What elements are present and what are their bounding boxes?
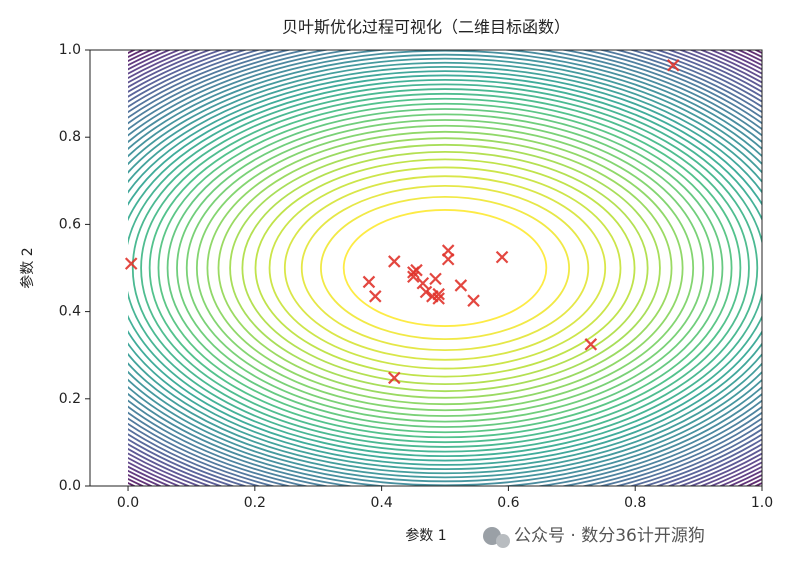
x-tick-label: 0.8 [624, 495, 646, 511]
contour-line [217, 137, 673, 399]
contour-line [128, 50, 763, 486]
contour-line [342, 209, 548, 327]
contour-line [128, 53, 763, 483]
contour-line [300, 184, 590, 352]
contour-line [128, 66, 763, 470]
point [369, 290, 382, 303]
point [419, 285, 433, 299]
contour-line [131, 88, 759, 448]
contour-line [157, 102, 733, 434]
x-tick-label: 0.6 [497, 495, 519, 511]
contour-line [128, 79, 763, 457]
contour-line [241, 150, 649, 386]
watermark-icon [496, 534, 510, 548]
contour-line [128, 57, 763, 479]
point [362, 275, 376, 289]
contour-line [128, 70, 763, 466]
point [584, 338, 598, 351]
point [441, 253, 455, 266]
point [432, 287, 445, 301]
contour-line [128, 61, 763, 475]
contour-line [283, 175, 607, 361]
contour-line [320, 195, 570, 341]
y-axis-label: 参数 2 [19, 247, 36, 288]
point [124, 257, 138, 270]
contour-line [140, 92, 750, 444]
contour-line [128, 50, 763, 486]
point [388, 371, 401, 385]
x-tick-label: 0.4 [370, 495, 392, 511]
point [407, 270, 420, 283]
point [432, 292, 445, 305]
contour-line [176, 113, 714, 423]
contour-line [185, 119, 705, 417]
contour-line [148, 97, 742, 439]
x-axis-label: 参数 1 [405, 527, 446, 544]
contour-line [128, 74, 763, 462]
x-tick-label: 0.0 [117, 495, 139, 511]
y-tick-label: 0.2 [59, 391, 81, 407]
contour-line [166, 108, 724, 428]
contour-line [128, 83, 763, 453]
contour-line [206, 130, 684, 406]
contours [128, 50, 763, 486]
contour-line [229, 143, 661, 393]
point [429, 272, 442, 286]
x-tick-label: 1.0 [751, 495, 773, 511]
y-tick-label: 1.0 [59, 42, 81, 58]
plot-frame [89, 49, 763, 487]
point [467, 294, 480, 307]
point [454, 279, 468, 292]
point [388, 255, 401, 268]
point [666, 58, 680, 72]
contour-line [195, 124, 695, 412]
contour-line [268, 166, 622, 370]
x-tick-label: 0.2 [244, 495, 266, 511]
watermark: 公众号 · 数分36计开源狗 [483, 526, 705, 548]
contour-line [254, 158, 636, 378]
chart-title: 贝叶斯优化过程可视化（二维目标函数） [282, 18, 570, 37]
y-tick-label: 0.8 [59, 129, 81, 145]
y-tick-label: 0.6 [59, 216, 81, 232]
contour-line [128, 50, 763, 486]
point [410, 263, 423, 277]
point [416, 276, 430, 290]
y-tick-label: 0.0 [59, 478, 81, 494]
point [495, 250, 509, 264]
y-tick-label: 0.4 [59, 304, 81, 320]
watermark-text: 公众号 · 数分36计开源狗 [514, 526, 705, 546]
